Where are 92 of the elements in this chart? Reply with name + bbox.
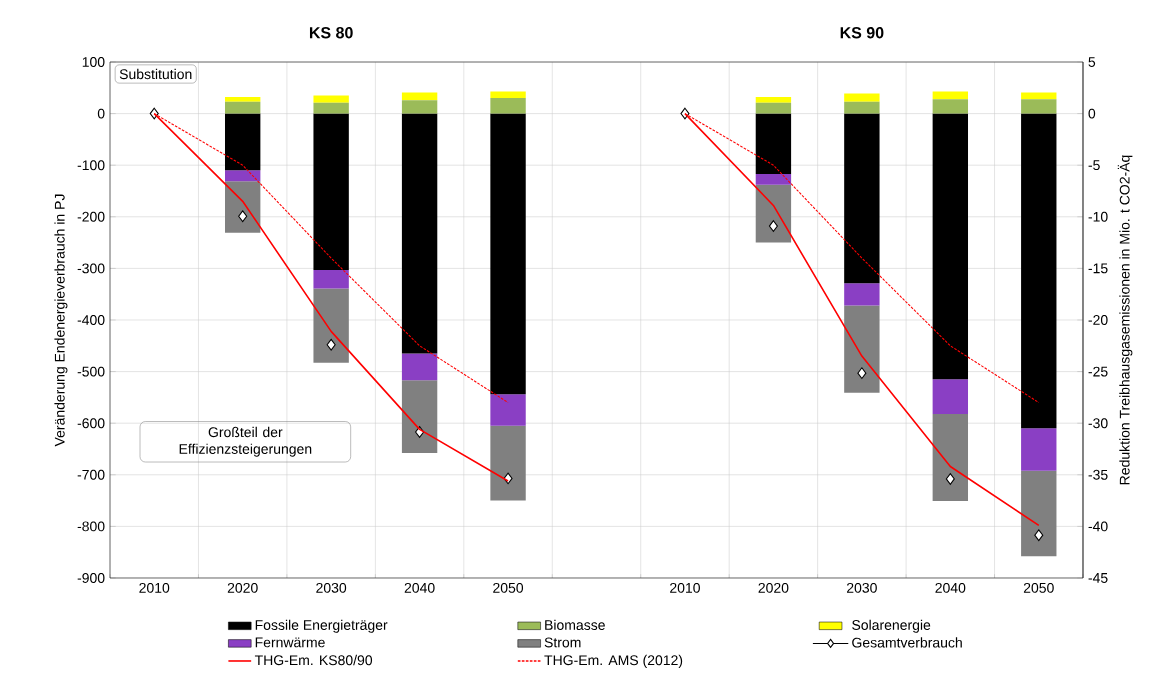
annotation: Großteil der Effizienzsteigerungen [179,426,312,457]
y-tick-label: -200 [77,211,105,222]
y2-tick-label: -20 [1088,315,1108,325]
bar [401,380,438,454]
bar [755,97,792,103]
bar [755,113,792,174]
point [768,220,778,232]
y-tick-label: -500 [77,366,105,377]
bar [932,91,969,100]
bar [844,113,880,284]
y2-tick-label: -25 [1088,366,1108,377]
x-tick-label: 2040 [404,582,435,593]
legend-label: Strom [544,637,581,648]
legend-label: Gesamtverbrauch [852,637,962,648]
x-tick-label: 2020 [227,582,258,593]
bar [1021,470,1057,557]
bar [1021,428,1057,471]
bar [225,170,261,182]
bar [225,101,261,114]
point [1034,529,1044,542]
bar [755,102,792,114]
bar [844,93,880,102]
bar [313,269,349,289]
y-tick-label: -800 [77,521,105,532]
legend-label: Biomasse [545,619,605,630]
bar [490,98,526,114]
y2-tick-label: -45 [1088,573,1108,583]
x-tick-label: 2050 [1023,582,1054,593]
bar [490,113,526,395]
legend-label: Fossile Energieträger [255,619,388,633]
bar [401,353,438,381]
bar [313,102,349,114]
bar [401,92,438,101]
bar [844,283,880,306]
y-tick-label: -600 [77,418,105,429]
x-tick-label: 2030 [316,582,347,593]
y-tick-label: -400 [77,315,105,325]
y-tick-label: -100 [77,160,105,171]
y2-axis-title: Reduktion Treibhausgasemissionen in Mio. t CO2-Äq [1117,155,1133,485]
point [945,473,955,485]
y-tick-label: -700 [77,469,105,480]
bar [932,413,969,502]
y2-tick-label: -5 [1088,160,1100,171]
x-tick-label: 2030 [847,582,877,593]
bar [844,305,880,393]
legend-label: Solarenergie [852,619,931,633]
bar [225,113,261,171]
y-tick-label: -300 [77,263,105,274]
bar [932,113,969,380]
legend-label: THG-Em. AMS (2012) [544,654,683,668]
y-tick-label: -900 [77,573,105,583]
bar [1021,92,1057,100]
legend-label: THG-Em. KS80/90 [254,654,373,666]
y2-tick-label: 5 [1088,57,1096,67]
y-axis-title: Veränderung Endenergieverbrauch in PJ [54,194,68,447]
y-tick-label: 0 [97,108,105,119]
bar [313,113,349,270]
y2-tick-label: 0 [1088,108,1096,119]
x-tick-label: 2050 [493,582,524,593]
bar [755,173,792,185]
legend-label: Fernwärme [255,637,325,648]
bar [932,99,969,114]
bar [1021,99,1057,114]
y2-tick-label: -30 [1088,418,1108,429]
x-tick-label: 2010 [670,582,700,593]
bar [1021,113,1057,429]
y-tick-label: 100 [82,57,105,67]
bar [313,95,349,103]
point [857,367,867,380]
x-tick-label: 2020 [758,582,789,593]
annotation: Substitution [119,68,192,80]
y2-tick-label: -15 [1088,263,1108,274]
bar [490,394,526,426]
bar [490,425,526,501]
x-tick-label: 2010 [139,582,170,593]
bar [225,97,261,102]
x-tick-label: 2040 [935,582,966,593]
y2-tick-label: -40 [1088,521,1108,532]
bar [401,113,438,354]
bar [313,288,349,363]
point [326,338,336,351]
text: KS 90 [840,27,884,39]
bar [755,184,792,243]
bar [844,101,880,114]
bar [932,379,969,414]
bar [225,181,261,233]
bar [401,100,438,114]
y2-tick-label: -35 [1088,469,1108,480]
bar [490,91,526,99]
point [238,210,248,223]
y2-tick-label: -10 [1088,211,1108,222]
text: KS 80 [309,27,353,39]
